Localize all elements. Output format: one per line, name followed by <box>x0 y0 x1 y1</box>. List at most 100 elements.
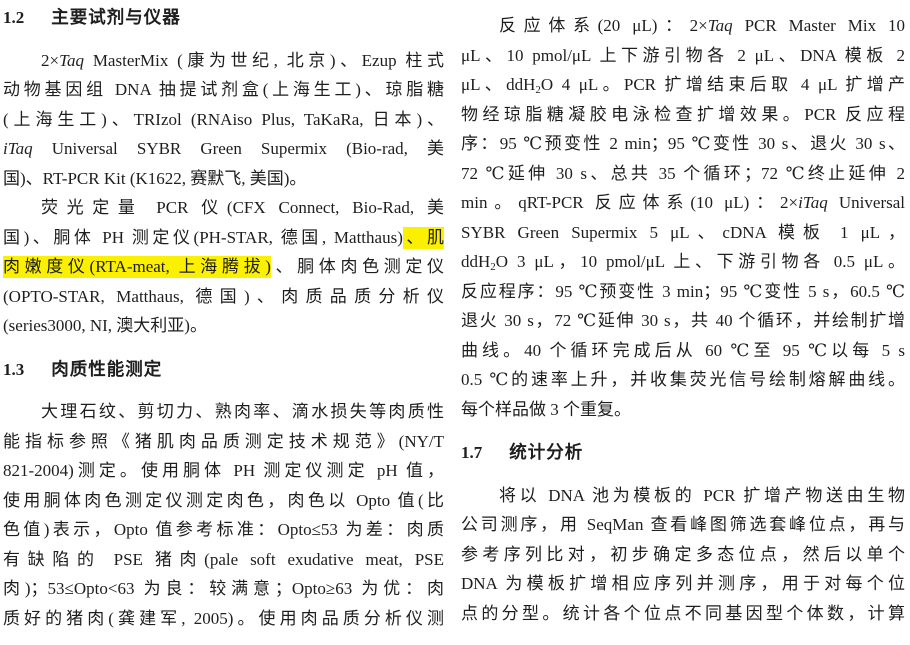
text-line: 大理石纹、剪切力、熟肉率、滴水损失等肉质性 <box>3 397 444 427</box>
heading-title: 主要试剂与仪器 <box>51 7 181 27</box>
text-run: (OPTO-STAR, Matthaus, 德国)、肉质品质分析仪 <box>3 286 444 306</box>
text-run: min。qRT-PCR 反应体系(10 μL)：2× <box>461 193 799 212</box>
text-line: SYBR Green Supermix 5 μL、cDNA 模板 1 μL， <box>461 218 905 248</box>
text-run: 点的分型。统计各个位点不同基因型个体数，计算 <box>461 603 905 623</box>
italic-text: Taq <box>707 16 733 35</box>
text-line: 2×Taq MasterMix (康为世纪, 北京)、Ezup 柱式 <box>3 46 444 76</box>
italic-text: iTaq <box>3 139 33 158</box>
paragraph: 荧光定量 PCR 仪(CFX Connect, Bio-Rad, 美国)、胴体 … <box>3 193 444 341</box>
paragraph: 2×Taq MasterMix (康为世纪, 北京)、Ezup 柱式动物基因组 … <box>3 46 444 194</box>
text-line: 肉)；53≤Opto<63 为良：较满意；Opto≥63 为优：肉 <box>3 574 444 604</box>
text-run: 使用胴体肉色测定仪测定肉色，肉色以 Opto 值(比 <box>3 490 444 510</box>
text-line: 0.5 ℃的速率上升，并收集荧光信号绘制熔解曲线。 <box>461 365 905 395</box>
text-line: 序：95 ℃预变性 2 min；95 ℃变性 30 s、退火 30 s、 <box>461 129 905 159</box>
text-run: O 4 μL。PCR 扩增结束后取 4 μL 扩增产 <box>540 75 905 94</box>
text-line: 821-2004)测定。使用胴体 PH 测定仪测定 pH 值， <box>3 456 444 486</box>
text-line: 动物基因组 DNA 抽提试剂盒(上海生工)、琼脂糖 <box>3 75 444 105</box>
text-line: 将以 DNA 池为模板的 PCR 扩增产物送由生物 <box>461 481 905 511</box>
text-line: 国)、胴体 PH 测定仪(PH-STAR, 德国, Matthaus)、肌 <box>3 223 444 253</box>
text-run: μL、ddH <box>461 75 536 94</box>
text-line: 反应程序：95 ℃预变性 3 min；95 ℃变性 5 s，60.5 ℃ <box>461 277 905 307</box>
text-run: SYBR Green Supermix 5 μL、cDNA 模板 1 μL， <box>461 222 905 242</box>
text-line: 肉嫩度仪(RTA-meat, 上海腾拔)、胴体肉色测定仪 <box>3 252 444 282</box>
text-line: 能指标参照《猪肌肉品质测定技术规范》(NY/T <box>3 427 444 457</box>
text-run: Universal SYBR Green Supermix (Bio-rad, … <box>32 139 444 158</box>
text-run: 72 ℃延伸 30 s、总共 35 个循环；72 ℃终止延伸 2 <box>461 163 905 183</box>
paragraph: 大理石纹、剪切力、熟肉率、滴水损失等肉质性能指标参照《猪肌肉品质测定技术规范》(… <box>3 397 444 633</box>
text-run: (series3000, NI, 澳大利亚)。 <box>3 316 207 335</box>
text-run: 曲线。40 个循环完成后从 60 ℃至 95 ℃以每 5 s <box>461 340 905 360</box>
text-run: 国)、RT-PCR Kit (K1622, 赛默飞, 美国)。 <box>3 168 307 188</box>
text-run: O 3 μL，10 pmol/μL 上、下游引物各 0.5 μL。 <box>495 252 905 271</box>
text-line: 退火 30 s，72 ℃延伸 30 s，共 40 个循环，并绘制扩增 <box>461 306 905 336</box>
heading-number: 1.2 <box>3 8 25 27</box>
italic-text: iTaq <box>798 193 828 212</box>
text-line: ddH2O 3 μL，10 pmol/μL 上、下游引物各 0.5 μL。 <box>461 247 905 277</box>
text-run: 能指标参照《猪肌肉品质测定技术规范》(NY/T <box>3 431 444 451</box>
section-heading: 1.7 统计分析 <box>461 438 905 468</box>
text-run: ddH <box>461 252 491 271</box>
heading-number: 1.3 <box>3 359 25 379</box>
text-line: min。qRT-PCR 反应体系(10 μL)：2×iTaq Universal <box>461 188 905 218</box>
text-run: 将以 DNA 池为模板的 PCR 扩增产物送由生物 <box>499 485 905 505</box>
text-run: 公司测序，用 SeqMan 查看峰图筛选套峰位点，再与 <box>461 515 905 534</box>
text-run: 退火 30 s，72 ℃延伸 30 s，共 40 个循环，并绘制扩增 <box>461 311 905 330</box>
text-run: 序：95 ℃预变性 2 min；95 ℃变性 30 s、退火 30 s、 <box>461 134 905 153</box>
text-line: 物经琼脂糖凝胶电泳检查扩增效果。PCR 反应程 <box>461 100 905 130</box>
text-run: 大理石纹、剪切力、熟肉率、滴水损失等肉质性 <box>41 402 444 421</box>
text-run: 、胴体肉色测定仪 <box>270 257 444 276</box>
text-run: 参考序列比对，初步确定多态位点，然后以单个 <box>461 544 905 564</box>
text-line: 使用胴体肉色测定仪测定肉色，肉色以 Opto 值(比 <box>3 486 444 516</box>
heading-title: 肉质性能测定 <box>51 358 163 379</box>
text-run: Universal <box>827 193 905 212</box>
text-line: iTaq Universal SYBR Green Supermix (Bio-… <box>3 134 444 164</box>
italic-text: Taq <box>59 50 84 70</box>
column-right: 反应体系(20 μL)：2×Taq PCR Master Mix 10 μL、10… <box>461 3 905 645</box>
text-line: 参考序列比对，初步确定多态位点，然后以单个 <box>461 540 905 570</box>
text-run: 肉)；53≤Opto<63 为良：较满意；Opto≥63 为优：肉 <box>3 579 444 598</box>
text-run: 国)、胴体 PH 测定仪(PH-STAR, 德国, Matthaus) <box>3 227 403 247</box>
paragraph: 反应体系(20 μL)：2×Taq PCR Master Mix 10 μL、10… <box>461 3 905 424</box>
text-line: (上海生工)、TRIzol (RNAiso Plus, TaKaRa, 日本)、 <box>3 105 444 135</box>
section-heading: 1.3 肉质性能测定 <box>3 355 444 385</box>
column-left: 1.2 主要试剂与仪器 2×Taq MasterMix (康为世纪, 北京)、Ezu… <box>3 3 444 645</box>
text-run: μL、10 pmol/μL 上下游引物各 2 μL、DNA 模板 2 <box>461 45 905 65</box>
text-run: 有缺陷的 PSE 猪肉(pale soft exudative meat, PS… <box>3 549 444 569</box>
text-run: 质好的猪肉(龚建军, 2005)。使用肉品质分析仪测 <box>3 608 444 628</box>
highlighted-text: 、肌 <box>402 226 444 249</box>
text-run: MasterMix (康为世纪, 北京)、Ezup 柱式 <box>84 50 444 70</box>
text-run: 动物基因组 DNA 抽提试剂盒(上海生工)、琼脂糖 <box>3 80 444 99</box>
section-heading: 1.2 主要试剂与仪器 <box>3 3 444 33</box>
text-line: 荧光定量 PCR 仪(CFX Connect, Bio-Rad, 美 <box>3 193 444 223</box>
text-run: 每个样品做 3 个重复。 <box>461 399 631 419</box>
text-run: 色值)表示，Opto 值参考标准：Opto≤53 为差：肉质 <box>3 520 444 539</box>
text-line: 每个样品做 3 个重复。 <box>461 395 905 425</box>
subscript-text: 2 <box>490 261 496 273</box>
text-run: PCR Master Mix 10 <box>732 16 905 35</box>
text-line: 有缺陷的 PSE 猪肉(pale soft exudative meat, PS… <box>3 545 444 575</box>
text-run: 0.5 ℃的速率上升，并收集荧光信号绘制熔解曲线。 <box>461 370 905 389</box>
text-line: 色值)表示，Opto 值参考标准：Opto≤53 为差：肉质 <box>3 515 444 545</box>
text-line: 质好的猪肉(龚建军, 2005)。使用肉品质分析仪测 <box>3 604 444 634</box>
text-run: 反应程序：95 ℃预变性 3 min；95 ℃变性 5 s，60.5 ℃ <box>461 281 905 301</box>
paragraph: 将以 DNA 池为模板的 PCR 扩增产物送由生物公司测序，用 SeqMan 查… <box>461 481 905 629</box>
text-line: (series3000, NI, 澳大利亚)。 <box>3 311 444 341</box>
text-line: 曲线。40 个循环完成后从 60 ℃至 95 ℃以每 5 s <box>461 336 905 366</box>
text-run: 2× <box>41 50 60 70</box>
highlighted-text: 肉嫩度仪(RTA-meat, 上海腾拔) <box>3 256 271 278</box>
text-line: 点的分型。统计各个位点不同基因型个体数，计算 <box>461 599 905 629</box>
text-line: 国)、RT-PCR Kit (K1622, 赛默飞, 美国)。 <box>3 164 444 194</box>
text-run: (上海生工)、TRIzol (RNAiso Plus, TaKaRa, 日本)、 <box>3 109 444 129</box>
text-line: μL、ddH2O 4 μL。PCR 扩增结束后取 4 μL 扩增产 <box>461 70 905 100</box>
text-line: 公司测序，用 SeqMan 查看峰图筛选套峰位点，再与 <box>461 510 905 540</box>
text-run: 物经琼脂糖凝胶电泳检查扩增效果。PCR 反应程 <box>461 104 905 124</box>
text-line: 反应体系(20 μL)：2×Taq PCR Master Mix 10 <box>461 11 905 41</box>
text-line: DNA 为模板扩增相应序列并测序，用于对每个位 <box>461 569 905 599</box>
text-run: DNA 为模板扩增相应序列并测序，用于对每个位 <box>461 574 905 593</box>
subscript-text: 2 <box>535 84 541 96</box>
text-line: μL、10 pmol/μL 上下游引物各 2 μL、DNA 模板 2 <box>461 41 905 71</box>
text-line: (OPTO-STAR, Matthaus, 德国)、肉质品质分析仪 <box>3 282 444 312</box>
heading-number: 1.7 <box>461 443 483 462</box>
text-line: 72 ℃延伸 30 s、总共 35 个循环；72 ℃终止延伸 2 <box>461 159 905 189</box>
